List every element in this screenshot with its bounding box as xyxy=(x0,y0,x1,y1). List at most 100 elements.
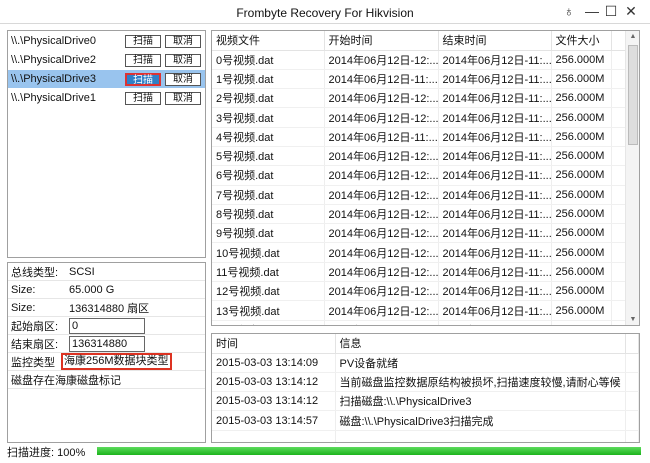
scan-button[interactable]: 扫描 xyxy=(125,34,161,48)
cancel-button[interactable]: 取消 xyxy=(165,53,201,67)
monitor-type-label: 监控类型 xyxy=(11,356,55,369)
files-row[interactable]: 5号视频.dat 2014年06月12日-12:... 2014年06月12日-11… xyxy=(212,146,626,167)
cancel-button[interactable]: 取消 xyxy=(165,72,201,86)
files-row[interactable]: 7号视频.dat 2014年06月12日-12:... 2014年06月12日-11… xyxy=(212,185,626,205)
files-row[interactable]: 8号视频.dat 2014年06月12日-12:... 2014年06月12日-11… xyxy=(212,204,626,225)
scrollbar-thumb[interactable] xyxy=(628,45,638,145)
files-cell: 7号视频.dat xyxy=(212,185,325,205)
end-sector-label: 结束扇区: xyxy=(11,338,59,351)
files-cell: 2014年06月12日-11:... xyxy=(438,69,552,90)
scan-button[interactable]: 扫描 xyxy=(125,72,161,86)
file-table: 视频文件 开始时间 结束时间 文件大小 0号视频.dat 2014年06月12日-12:… xyxy=(211,30,640,326)
files-row[interactable]: 13号视频.dat 2014年06月12日-12:... 2014年06月12日-1… xyxy=(212,300,626,321)
cancel-button[interactable]: 取消 xyxy=(165,91,201,105)
log-row[interactable]: 2015-03-03 13:14:09 PV设备就绪 xyxy=(212,353,639,373)
log-column-header[interactable]: 时间 xyxy=(212,334,336,354)
files-row[interactable]: 14号视频.dat2014年06月12日-12:...2014年06月12日-1… xyxy=(212,320,626,325)
drive-name: \\.\PhysicalDrive3 xyxy=(11,73,96,85)
drive-list: \\.\PhysicalDrive0 扫描 取消 \\.\PhysicalDrive2… xyxy=(7,30,206,258)
filler-cell xyxy=(611,88,626,109)
size-label: Size: xyxy=(11,283,36,296)
files-column-header[interactable]: 文件大小 xyxy=(551,31,612,51)
filler-cell xyxy=(611,69,626,90)
files-cell: 2014年06月12日-11:... xyxy=(438,281,552,302)
log-cell: 磁盘:\\.\PhysicalDrive3扫描完成 xyxy=(335,410,626,431)
files-row[interactable]: 12号视频.dat 2014年06月12日-12:... 2014年06月12日-1… xyxy=(212,281,626,302)
files-cell: 256.000M xyxy=(551,69,612,90)
pin-icon[interactable]: ♁ xyxy=(563,3,575,19)
log-row[interactable]: 2015-03-03 13:14:12 当前磁盘监控数据原结构被损坏,扫描速度较慢… xyxy=(212,372,639,393)
files-column-header[interactable]: 结束时间 xyxy=(438,31,552,51)
filler-cell xyxy=(611,320,626,325)
filler-cell xyxy=(611,242,626,263)
log-row[interactable] xyxy=(212,430,639,442)
scroll-down-icon[interactable]: ▼ xyxy=(629,316,637,323)
files-cell: 2014年06月12日-12:... xyxy=(324,223,439,244)
files-row[interactable]: 6号视频.dat 2014年06月12日-12:... 2014年06月12日-11… xyxy=(212,165,626,186)
filler-header xyxy=(625,334,639,354)
log-cell: 2015-03-03 13:14:09 xyxy=(212,353,336,373)
log-cell: 2015-03-03 13:14:12 xyxy=(212,372,336,393)
files-cell: 2014年06月12日-11:... xyxy=(438,320,552,325)
files-cell: 8号视频.dat xyxy=(212,204,325,225)
start-sector-input[interactable]: 0 xyxy=(69,317,145,334)
sector-size-label: Size: xyxy=(11,301,36,314)
disk-info-panel: 总线类型: SCSI Size: 65.000 G Size: 136314880 扇… xyxy=(7,262,206,443)
scan-button[interactable]: 扫描 xyxy=(125,53,161,67)
files-cell: 256.000M xyxy=(551,262,612,283)
files-cell: 2014年06月12日-11:... xyxy=(438,204,552,225)
progress-fill xyxy=(97,447,641,455)
filler-cell xyxy=(625,430,639,442)
files-cell: 12号视频.dat xyxy=(212,281,325,302)
files-cell: 3号视频.dat xyxy=(212,107,325,128)
maximize-button[interactable]: ☐ xyxy=(604,3,618,19)
scroll-up-icon[interactable]: ▲ xyxy=(629,33,637,40)
file-table-scrollbar[interactable]: ▲ ▼ xyxy=(625,31,639,325)
files-cell: 256.000M xyxy=(551,320,612,325)
log-cell xyxy=(335,430,626,442)
files-row[interactable]: 1号视频.dat 2014年06月12日-11:... 2014年06月12日-11… xyxy=(212,69,626,90)
files-cell: 5号视频.dat xyxy=(212,146,325,167)
files-row[interactable]: 0号视频.dat 2014年06月12日-12:... 2014年06月12日-11… xyxy=(212,50,626,70)
sector-size-value: 136314880 扇区 xyxy=(69,302,150,315)
drive-item[interactable]: \\.\PhysicalDrive2 扫描 取消 xyxy=(8,51,205,69)
files-row[interactable]: 11号视频.dat 2014年06月12日-12:... 2014年06月12日-1… xyxy=(212,262,626,283)
scan-button[interactable]: 扫描 xyxy=(125,91,161,105)
monitor-type-value: 海康256M数据块类型 xyxy=(61,353,172,370)
files-row[interactable]: 9号视频.dat 2014年06月12日-12:... 2014年06月12日-11… xyxy=(212,223,626,244)
files-cell: 256.000M xyxy=(551,50,612,70)
files-row[interactable]: 10号视频.dat 2014年06月12日-12:... 2014年06月12日-1… xyxy=(212,242,626,263)
files-row[interactable]: 3号视频.dat 2014年06月12日-12:... 2014年06月12日-11… xyxy=(212,107,626,128)
files-cell: 2014年06月12日-11:... xyxy=(438,107,552,128)
log-row[interactable]: 2015-03-03 13:14:57 磁盘:\\.\PhysicalDrive3… xyxy=(212,410,639,431)
log-column-header[interactable]: 信息 xyxy=(335,334,626,354)
files-cell: 11号视频.dat xyxy=(212,262,325,283)
files-cell: 2014年06月12日-12:... xyxy=(324,165,439,186)
files-cell: 256.000M xyxy=(551,88,612,109)
files-cell: 2014年06月12日-12:... xyxy=(324,281,439,302)
files-cell: 2014年06月12日-12:... xyxy=(324,88,439,109)
minimize-button[interactable]: — xyxy=(585,3,599,19)
drive-item[interactable]: \\.\PhysicalDrive1 扫描 取消 xyxy=(8,89,205,107)
end-sector-input[interactable]: 136314880 xyxy=(69,335,145,352)
files-cell: 256.000M xyxy=(551,300,612,321)
log-row[interactable]: 2015-03-03 13:14:12 扫描磁盘:\\.\PhysicalDriv… xyxy=(212,391,639,412)
close-button[interactable]: ✕ xyxy=(625,3,637,19)
log-table: 时间 信息 2015-03-03 13:14:09 PV设备就绪 2015-03-03… xyxy=(211,333,640,443)
files-row[interactable]: 2号视频.dat 2014年06月12日-12:... 2014年06月12日-11… xyxy=(212,88,626,109)
files-column-header[interactable]: 视频文件 xyxy=(212,31,325,51)
log-cell: 当前磁盘监控数据原结构被损坏,扫描速度较慢,请耐心等候 xyxy=(335,372,626,393)
drive-name: \\.\PhysicalDrive2 xyxy=(11,54,96,66)
files-cell: 256.000M xyxy=(551,127,612,147)
files-cell: 10号视频.dat xyxy=(212,242,325,263)
files-cell: 256.000M xyxy=(551,185,612,205)
drive-item[interactable]: \\.\PhysicalDrive3 扫描 取消 xyxy=(8,70,205,88)
cancel-button[interactable]: 取消 xyxy=(165,34,201,48)
files-row[interactable]: 4号视频.dat 2014年06月12日-11:... 2014年06月12日-11… xyxy=(212,127,626,147)
files-cell: 6号视频.dat xyxy=(212,165,325,186)
drive-item[interactable]: \\.\PhysicalDrive0 扫描 取消 xyxy=(8,32,205,50)
files-cell: 2014年06月12日-11:... xyxy=(438,242,552,263)
files-column-header[interactable]: 开始时间 xyxy=(324,31,439,51)
log-cell: PV设备就绪 xyxy=(335,353,626,373)
files-cell: 2014年06月12日-12:... xyxy=(324,300,439,321)
